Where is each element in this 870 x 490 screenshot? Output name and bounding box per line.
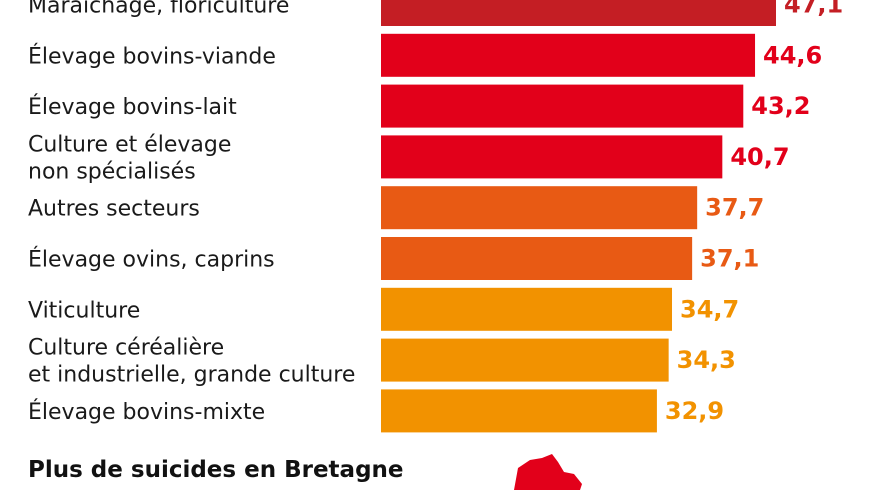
value-label-4: 40,7 — [730, 143, 789, 171]
category-label-line: Culture céréalière — [28, 336, 224, 361]
category-label-line: Maraîchage, floriculture — [28, 0, 289, 19]
bar-4 — [381, 135, 723, 179]
bar-8 — [381, 338, 669, 382]
bar-7 — [381, 287, 673, 331]
value-label-2: 44,6 — [763, 41, 822, 69]
category-label-line: Élevage bovins-lait — [28, 94, 237, 120]
category-label-line: Viticulture — [28, 298, 140, 323]
bar-1 — [381, 0, 776, 26]
bar-9 — [381, 389, 657, 433]
bretagne-map-shape — [514, 454, 582, 490]
bar-6 — [381, 237, 693, 280]
category-label-line: Élevage bovins-viande — [28, 43, 276, 69]
value-label-8: 34,3 — [677, 346, 736, 374]
category-label-line: Autres secteurs — [28, 197, 200, 222]
value-label-1: 47,1 — [784, 0, 843, 19]
category-label-line: Culture et élevage — [28, 132, 231, 157]
bar-2 — [381, 33, 756, 77]
bar-5 — [381, 186, 698, 230]
category-label-1: Maraîchage, floriculture — [28, 0, 289, 19]
category-label-3: Élevage bovins-lait — [28, 94, 237, 120]
category-label-line: Élevage bovins-mixte — [28, 399, 265, 425]
category-label-8: Culture céréalière et industrielle, grand… — [28, 336, 355, 388]
category-label-line: non spécialisés — [28, 159, 196, 184]
value-label-6: 37,1 — [700, 245, 759, 273]
section-title: Plus de suicides en Bretagne — [28, 457, 404, 483]
category-label-line: et industrielle, grande culture — [28, 363, 355, 388]
category-label-7: Viticulture — [28, 298, 140, 323]
bar-3 — [381, 84, 744, 128]
category-label-line: Élevage ovins, caprins — [28, 247, 275, 273]
value-label-7: 34,7 — [680, 295, 739, 323]
value-label-9: 32,9 — [665, 397, 724, 425]
value-label-5: 37,7 — [705, 194, 764, 222]
category-label-9: Élevage bovins-mixte — [28, 399, 265, 425]
category-label-2: Élevage bovins-viande — [28, 43, 276, 69]
category-label-5: Autres secteurs — [28, 197, 200, 222]
category-label-6: Élevage ovins, caprins — [28, 247, 275, 273]
category-label-4: Culture et élevage non spécialisés — [28, 132, 231, 184]
value-label-3: 43,2 — [751, 92, 810, 120]
